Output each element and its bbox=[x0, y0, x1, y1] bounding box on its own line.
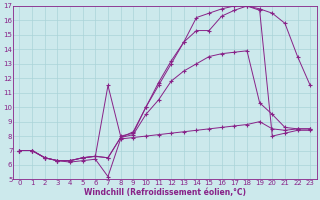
X-axis label: Windchill (Refroidissement éolien,°C): Windchill (Refroidissement éolien,°C) bbox=[84, 188, 246, 197]
